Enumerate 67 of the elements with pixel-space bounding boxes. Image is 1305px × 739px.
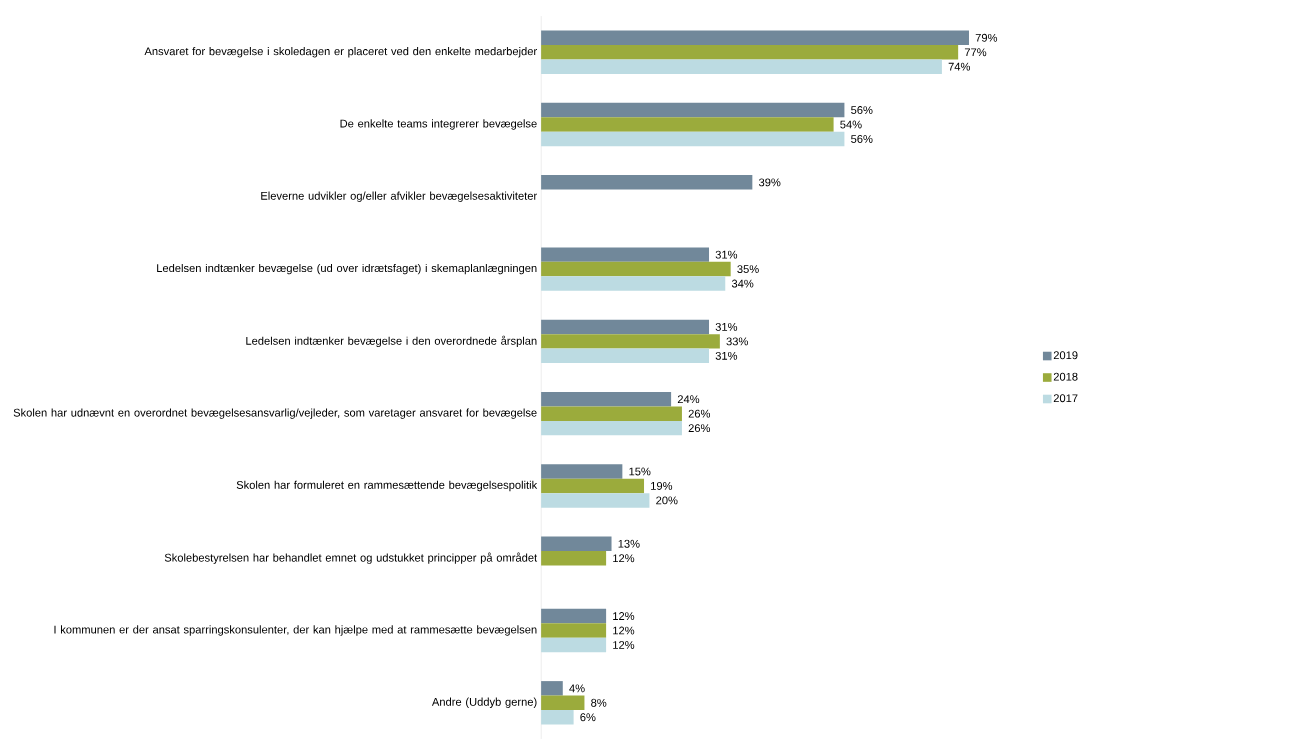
data-label: 77% — [964, 48, 987, 57]
legend-label: 2019 — [1053, 351, 1078, 360]
data-label: 33% — [726, 337, 748, 346]
bar — [541, 391, 672, 407]
data-label: 31% — [715, 250, 738, 259]
y-tick-label: Ledelsen indtænker bevægelse i den overordnede årsplan — [246, 335, 537, 347]
data-label: 26% — [688, 424, 711, 433]
data-label: 19% — [651, 481, 673, 490]
data-label: 8% — [591, 698, 607, 707]
y-tick-label: Skolen har formuleret en rammesættende bevægelsespolitik — [236, 480, 538, 492]
bar — [541, 30, 969, 45]
data-label: 4% — [569, 684, 585, 693]
bar — [541, 102, 845, 118]
data-label: 39% — [758, 178, 781, 187]
legend-label: 2017 — [1053, 394, 1078, 403]
data-label: 31% — [715, 351, 738, 360]
y-tick-label: I kommunen er der ansat sparringskonsulenter, der kan hjælpe med at rammesætte bevægelsen — [54, 625, 537, 636]
data-label: 12% — [613, 626, 635, 635]
bar — [541, 623, 607, 638]
bar — [541, 637, 607, 653]
bar — [541, 44, 959, 60]
bar — [541, 478, 645, 494]
y-tick-label: Skolen har udnævnt en overordnet bevægelsesansvarlig/vejleder, som varetager ansvaret for bevægelse — [13, 408, 537, 419]
bar — [541, 536, 612, 551]
data-label: 26% — [688, 409, 711, 418]
bar — [541, 131, 845, 147]
bar — [541, 493, 650, 508]
y-tick-label: Eleverne udvikler og/eller afvikler bevægelsesaktiviteter — [261, 191, 537, 202]
bar — [541, 117, 834, 132]
data-label: 15% — [629, 467, 651, 476]
y-tick-label: Ledelsen indtænker bevægelse (ud over idrætsfaget) i skemaplanlægningen — [157, 263, 537, 275]
bar — [541, 59, 942, 74]
data-label: 12% — [613, 612, 635, 620]
bar — [541, 695, 585, 710]
data-label: 35% — [737, 265, 759, 273]
data-label: 12% — [613, 554, 635, 563]
data-label: 6% — [580, 713, 596, 722]
bar — [541, 261, 731, 277]
data-label: 13% — [618, 539, 640, 548]
data-label: 34% — [731, 279, 754, 288]
bar — [541, 550, 607, 566]
data-label: 24% — [677, 395, 700, 404]
bar — [541, 334, 720, 349]
bar — [541, 608, 607, 624]
bar — [541, 406, 682, 421]
bar — [541, 464, 623, 479]
bar — [541, 420, 682, 436]
y-tick-label: Ansvaret for bevægelse i skoledagen er placeret ved den enkelte medarbejder — [144, 46, 537, 58]
y-tick-label: Skolebestyrelsen har behandlet emnet og udstukket principper på området — [164, 552, 538, 564]
data-label: 54% — [840, 120, 862, 129]
bar — [541, 348, 710, 364]
data-label: 31% — [715, 322, 738, 331]
y-tick-label: De enkelte teams integrerer bevægelse — [340, 119, 537, 130]
data-label: 12% — [613, 640, 635, 649]
bar — [541, 709, 574, 725]
legend-label: 2018 — [1053, 372, 1078, 381]
data-label: 56% — [851, 106, 873, 114]
y-tick-label: Andre (Uddyb gerne) — [431, 697, 537, 708]
bar — [541, 319, 710, 335]
data-label: 74% — [948, 62, 971, 71]
bar — [541, 681, 563, 696]
bar — [541, 175, 753, 190]
bar — [541, 276, 726, 291]
bar — [541, 247, 710, 262]
data-label: 79% — [975, 33, 998, 42]
data-label: 20% — [656, 496, 678, 505]
data-label: 56% — [851, 134, 873, 143]
